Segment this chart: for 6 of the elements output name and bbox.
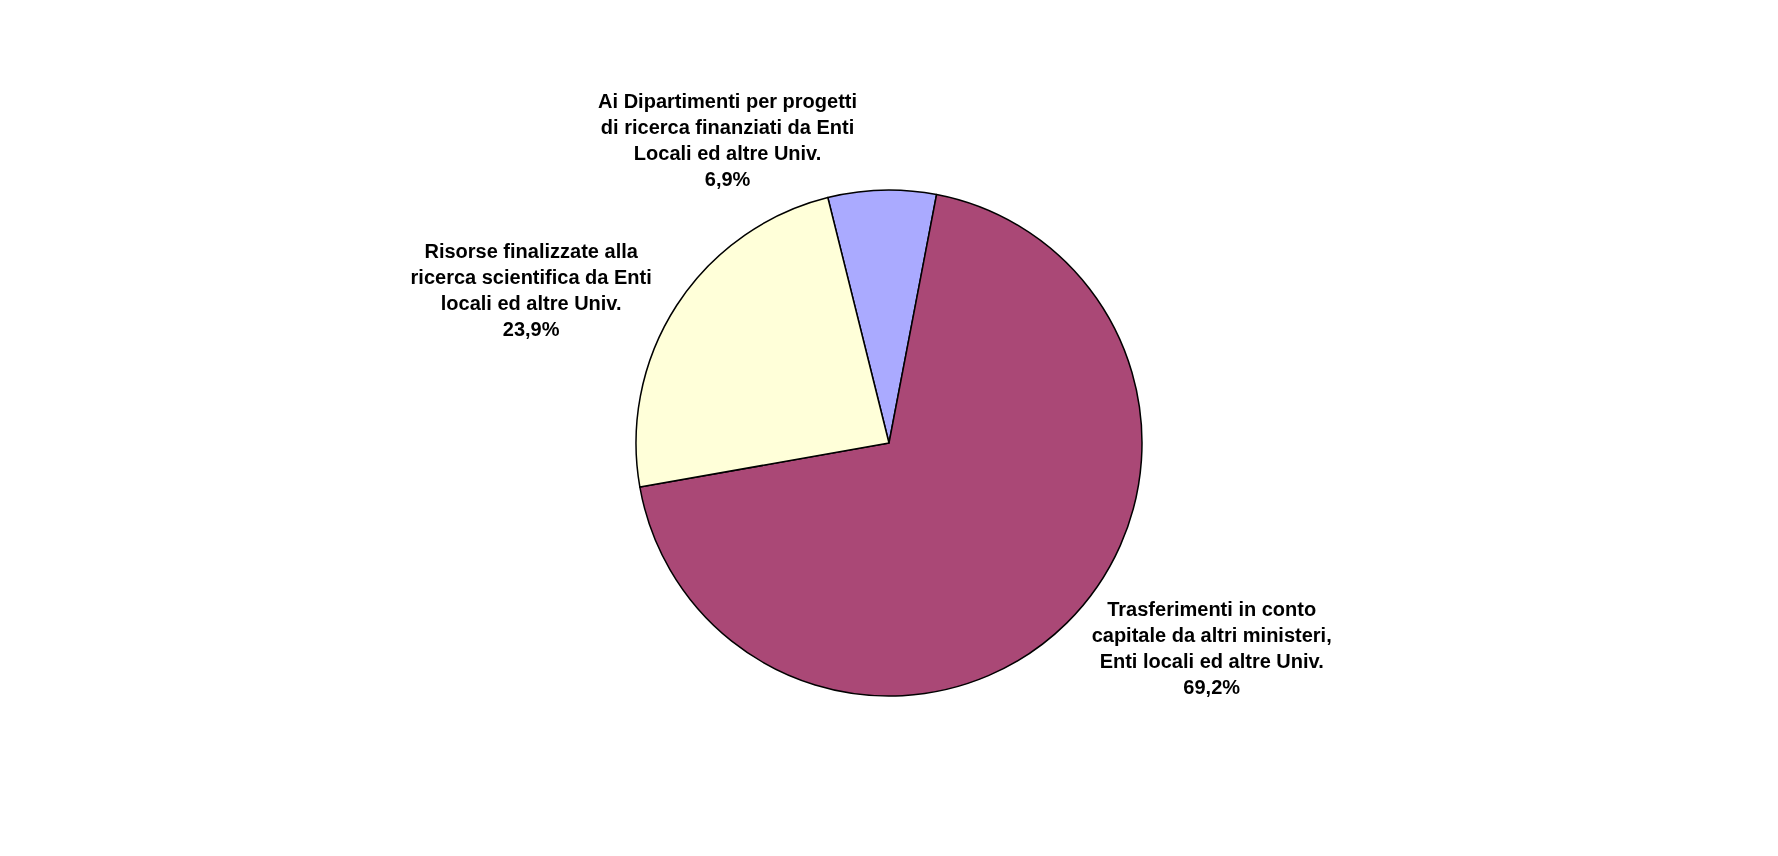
- data-label: 69,2%: [1183, 676, 1241, 699]
- slice-label: Trasferimenti in conto capitale da altri ministeri, Enti locali ed altre Univ.: [1091, 598, 1332, 673]
- data-label: 23,9%: [502, 318, 560, 341]
- slice-label: Ai Dipartimenti per progetti di ricerca finanziati da Enti Locali ed altre Univ.: [598, 90, 858, 165]
- slice-label: Risorse finalizzate alla ricerca scientifica da Enti locali ed altre Univ.: [410, 240, 652, 315]
- data-label: 6,9%: [704, 168, 751, 191]
